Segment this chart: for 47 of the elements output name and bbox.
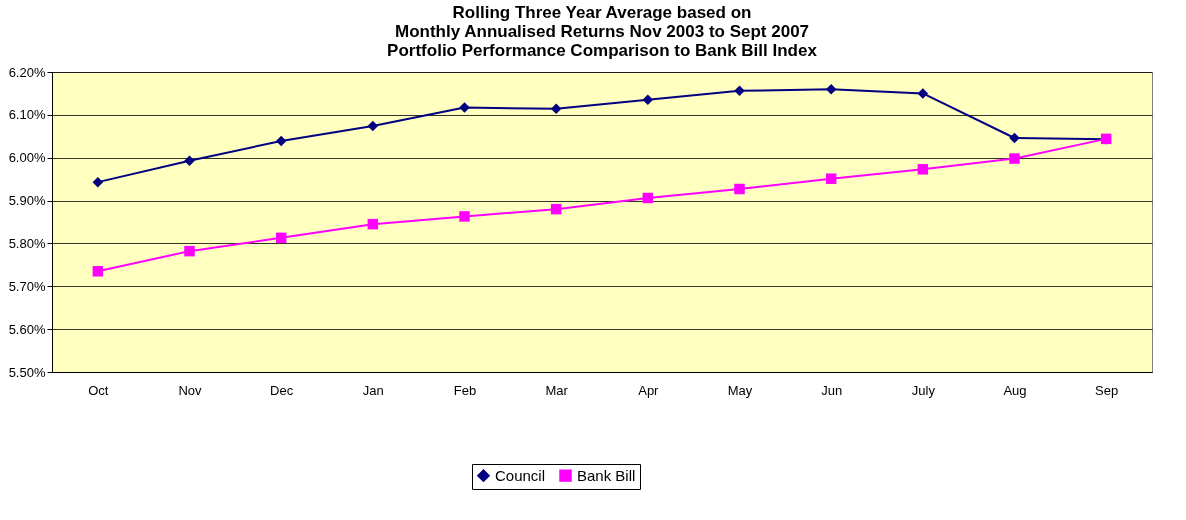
point xyxy=(550,103,562,115)
point xyxy=(275,135,287,147)
y-tick-label: 6.10% xyxy=(8,107,46,123)
x-tick-label: Jun xyxy=(821,382,843,398)
point xyxy=(825,83,837,95)
point xyxy=(184,155,195,166)
point xyxy=(92,176,104,188)
y-tick-label: 5.60% xyxy=(8,321,46,337)
point xyxy=(550,203,562,215)
x-tick-label: Nov xyxy=(178,382,203,398)
point xyxy=(275,232,287,244)
x-tick-label: Aug xyxy=(1003,382,1027,398)
point xyxy=(184,245,195,257)
y-tick-label: 5.70% xyxy=(8,278,46,294)
point xyxy=(459,211,470,222)
point xyxy=(642,192,654,204)
point xyxy=(734,183,745,195)
y-tick-label: 6.00% xyxy=(8,150,46,166)
text: Monthly Annualised Returns Nov 2003 to Sept 2007 xyxy=(394,22,810,41)
y-tick-label: 5.90% xyxy=(8,193,46,209)
y-tick-label: 6.20% xyxy=(8,64,46,80)
point xyxy=(734,85,745,97)
point xyxy=(367,218,379,230)
x-tick-label: Sep xyxy=(1095,382,1119,398)
x-tick-label: May xyxy=(727,382,753,398)
x-tick-label: Feb xyxy=(453,382,477,398)
point xyxy=(1009,153,1020,164)
point xyxy=(917,88,929,99)
x-tick-label: Oct xyxy=(88,382,109,398)
point xyxy=(917,164,929,175)
point xyxy=(825,173,837,184)
x-tick-label: Dec xyxy=(270,382,294,398)
point xyxy=(459,102,470,113)
x-tick-label: July xyxy=(911,382,936,398)
point xyxy=(1009,132,1020,144)
text: Rolling Three Year Average based on xyxy=(452,3,752,22)
text: Portfolio Performance Comparison to Bank Bill Index xyxy=(387,41,817,60)
x-tick-label: Mar xyxy=(545,382,569,398)
y-tick-label: 5.50% xyxy=(8,364,46,380)
legend-label: Bank Bill xyxy=(577,466,636,484)
x-tick-label: Jan xyxy=(362,382,384,398)
point xyxy=(367,120,379,132)
x-tick-label: Apr xyxy=(638,382,660,398)
point xyxy=(642,94,654,106)
point xyxy=(92,266,104,277)
y-tick-label: 5.80% xyxy=(8,235,46,251)
legend-label: Council xyxy=(495,466,546,484)
